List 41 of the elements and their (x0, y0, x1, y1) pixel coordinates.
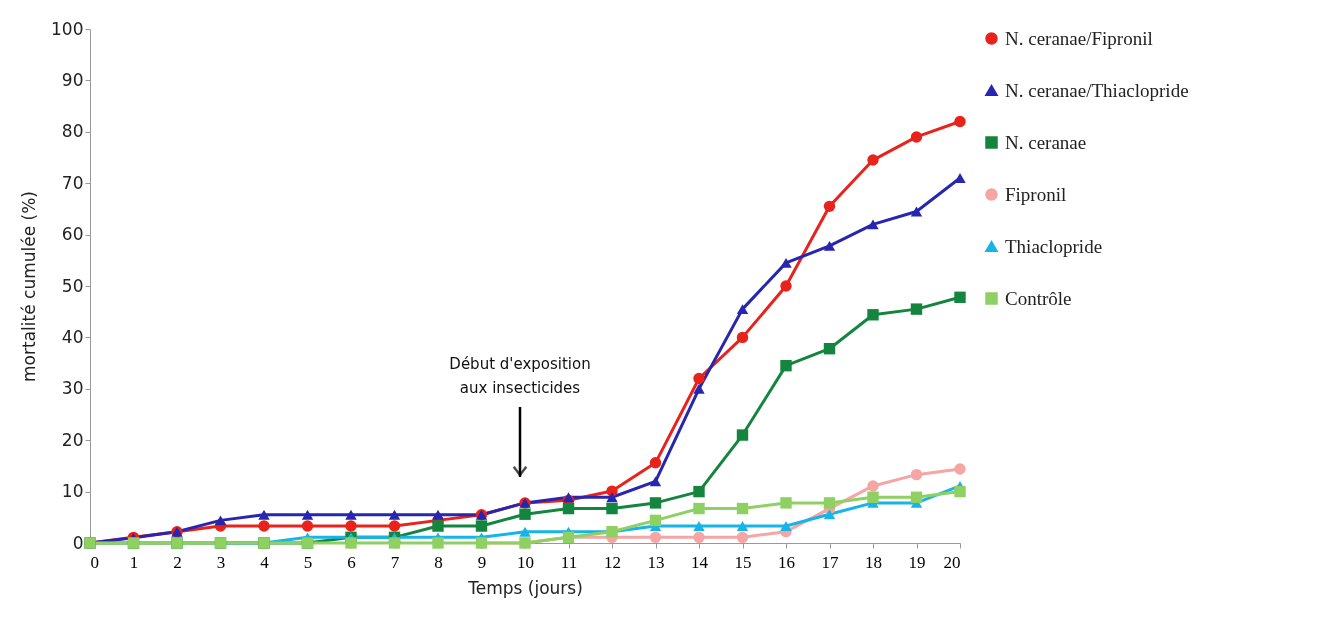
y-axis-title: mortalité cumulée (%) (19, 191, 40, 382)
y-tick-label: 30 (61, 378, 84, 399)
y-tick-label: 20 (61, 429, 84, 450)
x-tick-label: 12 (604, 552, 621, 572)
y-tick-label: 0 (72, 532, 84, 553)
y-tick-label: 70 (61, 172, 84, 193)
y-tick-label: 100 (51, 18, 84, 39)
x-tick-label: 17 (821, 552, 839, 572)
x-tick-label: 1 (129, 552, 139, 572)
x-tick-label: 16 (778, 552, 795, 572)
x-tick-label: 7 (390, 552, 400, 572)
x-tick-label: 10 (517, 552, 534, 572)
x-tick-label: 20 (943, 552, 961, 572)
x-tick-label: 4 (260, 552, 270, 572)
x-tick-label: 19 (908, 552, 926, 572)
x-tick-label: 11 (560, 552, 578, 572)
x-tick-label: 3 (216, 552, 226, 572)
legend-label: Thiaclopride (1005, 235, 1103, 257)
legend-label: Fipronil (1005, 183, 1067, 205)
x-tick-label: 6 (347, 552, 356, 572)
x-tick-label: 15 (734, 552, 752, 572)
x-tick-label: 0 (90, 552, 99, 572)
x-tick-label: 9 (477, 552, 487, 572)
x-tick-label: 8 (434, 552, 443, 572)
x-tick-label: 5 (303, 552, 313, 572)
y-tick-label: 80 (61, 121, 84, 142)
legend-label: N. ceranae/Fipronil (1005, 27, 1153, 49)
legend-label: N. ceranae (1005, 131, 1087, 153)
y-tick-label: 90 (61, 69, 84, 90)
x-axis-title: Temps (jours) (467, 577, 583, 598)
x-tick-label: 13 (647, 552, 665, 572)
y-tick-label: 50 (61, 275, 84, 296)
y-tick-label: 10 (61, 481, 84, 502)
legend-label: Contrôle (1005, 287, 1072, 309)
x-tick-label: 18 (865, 552, 882, 572)
x-tick-label: 2 (173, 552, 182, 572)
x-tick-label: 14 (691, 552, 709, 572)
annotation: Début d'exposition aux insecticides (449, 355, 591, 397)
legend-label: N. ceranae/Thiaclopride (1005, 79, 1189, 101)
y-tick-label: 40 (61, 326, 84, 347)
y-tick-label: 60 (61, 224, 84, 245)
